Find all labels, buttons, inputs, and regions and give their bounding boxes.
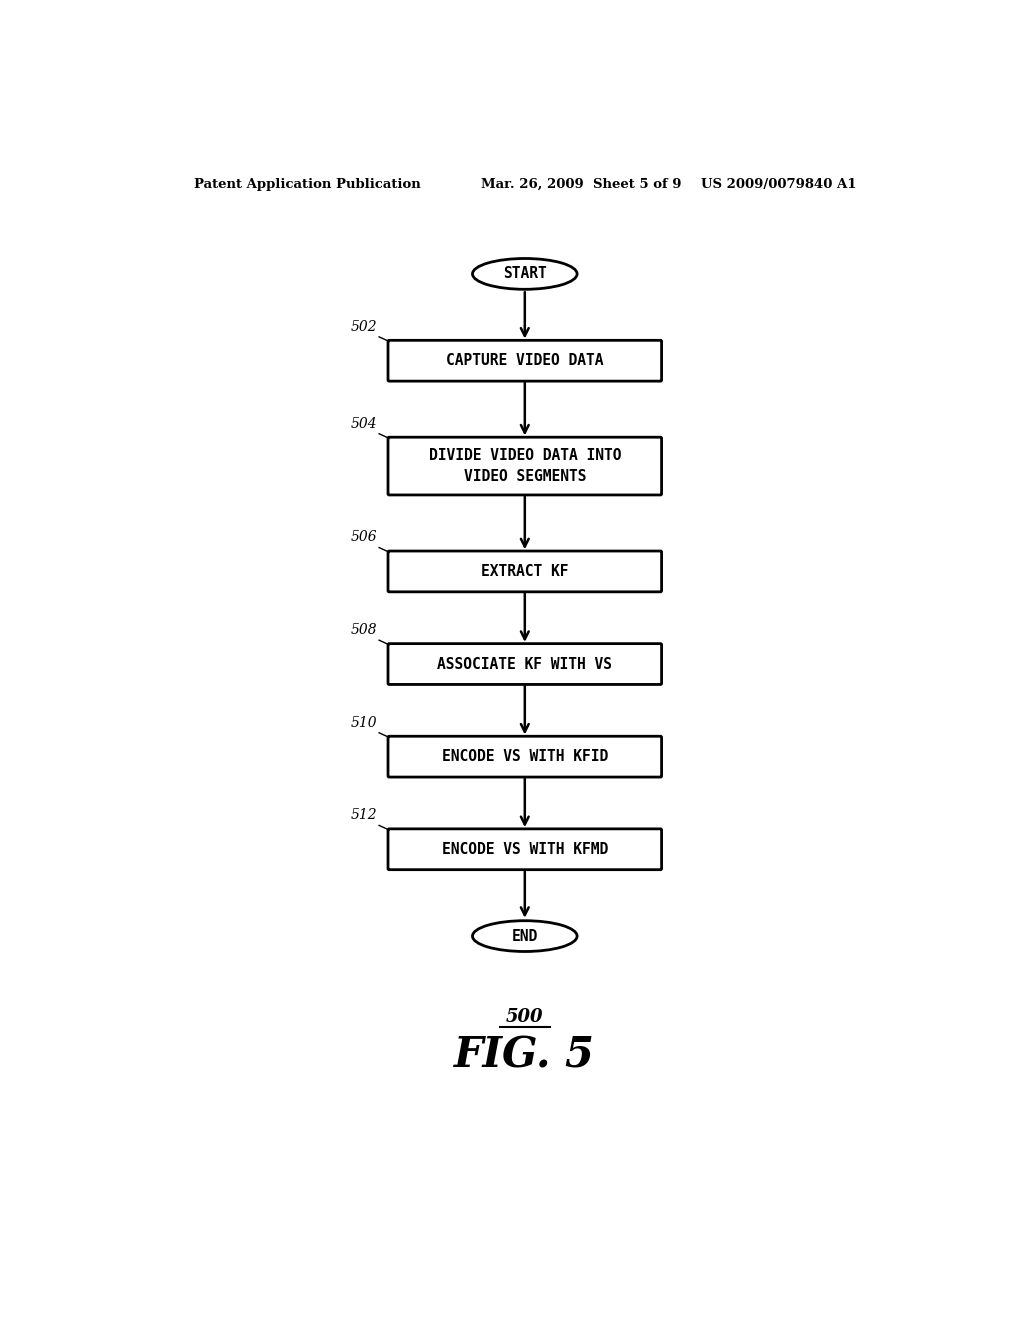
FancyBboxPatch shape <box>388 437 662 495</box>
FancyBboxPatch shape <box>388 550 662 591</box>
Text: ENCODE VS WITH KFMD: ENCODE VS WITH KFMD <box>441 842 608 857</box>
Text: US 2009/0079840 A1: US 2009/0079840 A1 <box>701 178 856 190</box>
Text: 502: 502 <box>351 319 378 334</box>
Text: END: END <box>512 928 538 944</box>
FancyBboxPatch shape <box>388 829 662 870</box>
Text: 508: 508 <box>351 623 378 638</box>
Text: Patent Application Publication: Patent Application Publication <box>194 178 421 190</box>
Ellipse shape <box>472 259 578 289</box>
Text: 504: 504 <box>351 417 378 430</box>
FancyBboxPatch shape <box>388 644 662 685</box>
Text: 512: 512 <box>351 808 378 822</box>
Text: DIVIDE VIDEO DATA INTO
VIDEO SEGMENTS: DIVIDE VIDEO DATA INTO VIDEO SEGMENTS <box>429 447 621 484</box>
FancyBboxPatch shape <box>388 341 662 381</box>
Text: 510: 510 <box>351 715 378 730</box>
Text: ASSOCIATE KF WITH VS: ASSOCIATE KF WITH VS <box>437 656 612 672</box>
Ellipse shape <box>472 921 578 952</box>
Text: Mar. 26, 2009  Sheet 5 of 9: Mar. 26, 2009 Sheet 5 of 9 <box>480 178 681 190</box>
Text: 500: 500 <box>506 1008 544 1026</box>
Text: FIG. 5: FIG. 5 <box>455 1035 595 1076</box>
Text: ENCODE VS WITH KFID: ENCODE VS WITH KFID <box>441 750 608 764</box>
Text: CAPTURE VIDEO DATA: CAPTURE VIDEO DATA <box>446 354 603 368</box>
Text: 506: 506 <box>351 531 378 544</box>
Text: START: START <box>503 267 547 281</box>
Text: EXTRACT KF: EXTRACT KF <box>481 564 568 579</box>
FancyBboxPatch shape <box>388 737 662 777</box>
